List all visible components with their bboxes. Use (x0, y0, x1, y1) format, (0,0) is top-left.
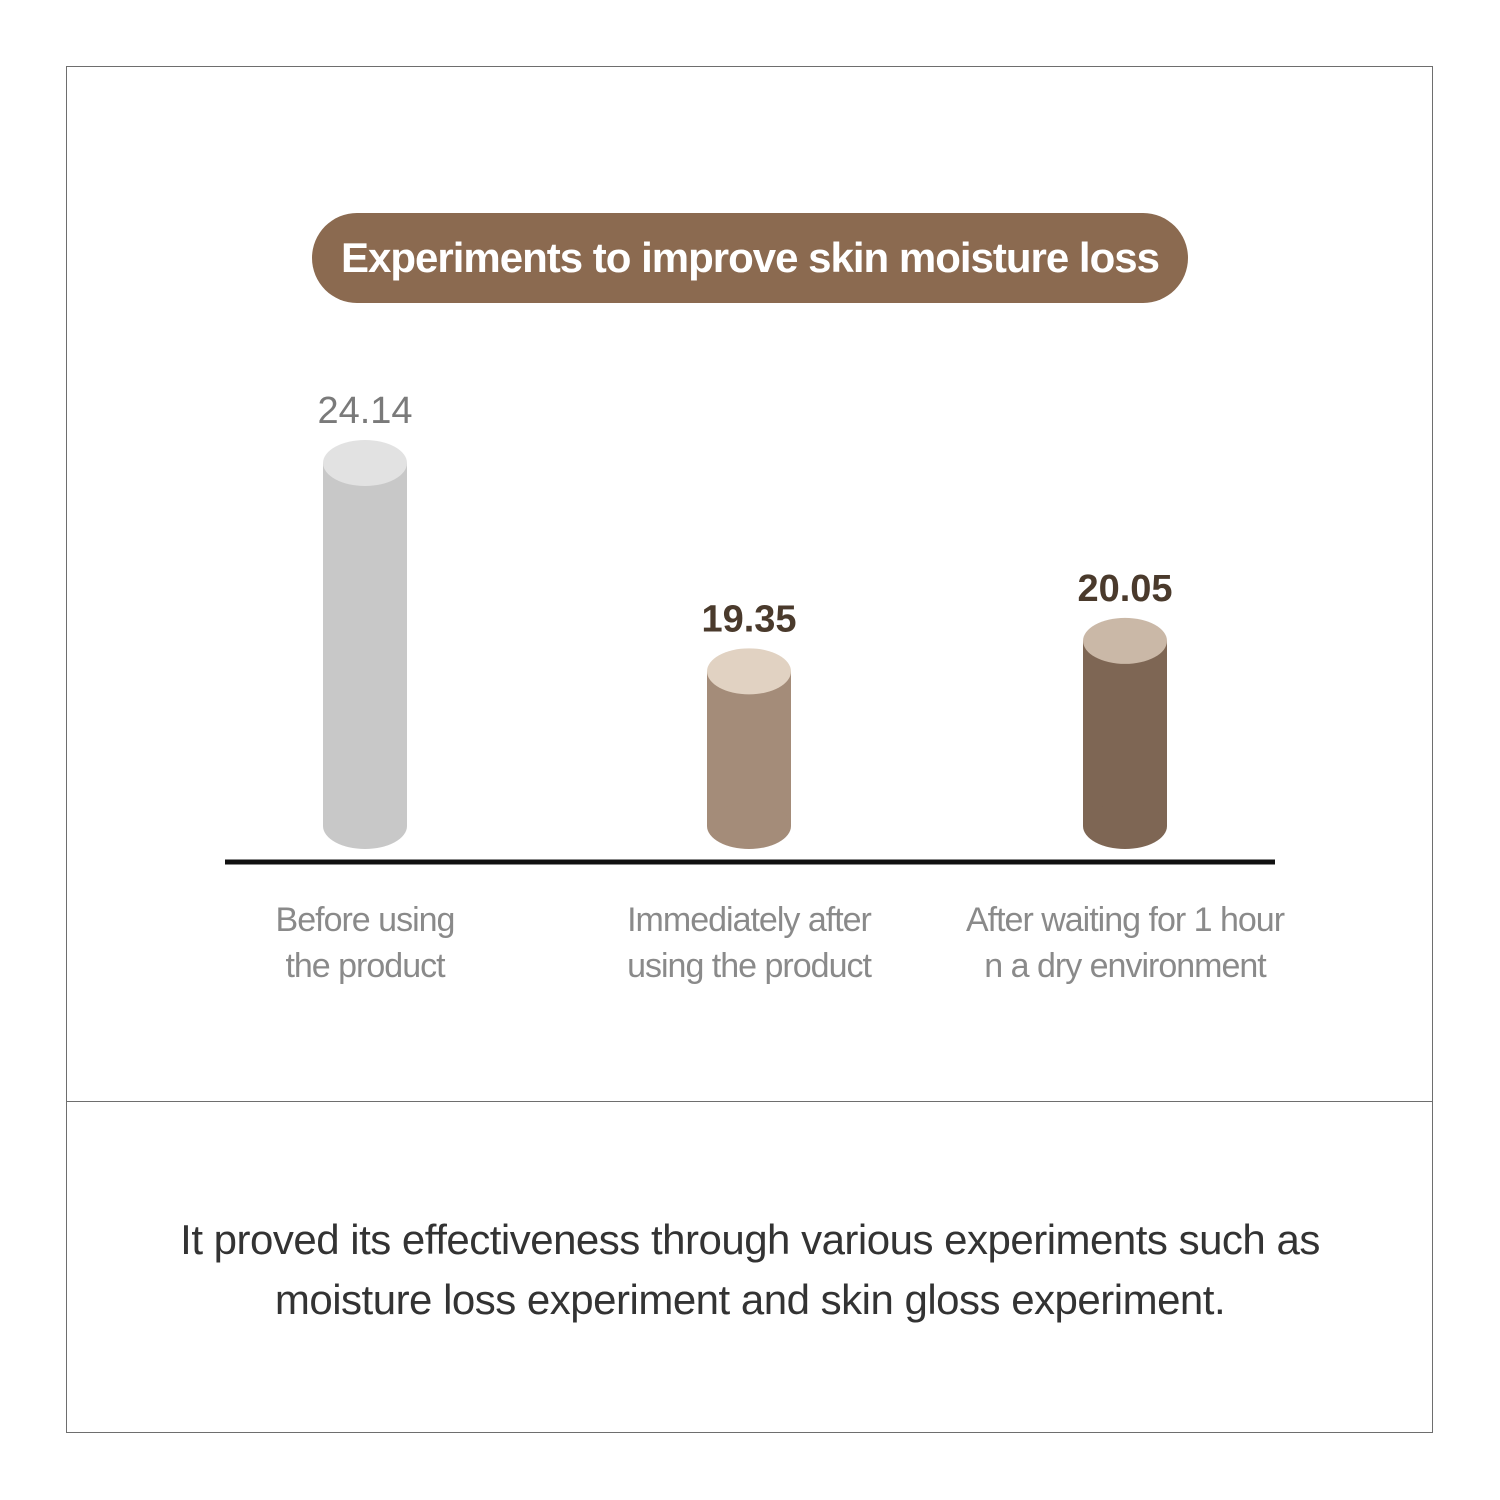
category-label: Immediately after (627, 901, 871, 939)
section-divider (66, 1101, 1433, 1102)
data-label: 19.35 (701, 598, 796, 640)
bar-body (1083, 640, 1167, 826)
bar-bottom-cap (1083, 803, 1167, 849)
content-frame (66, 66, 1433, 1433)
caption-line-2: moisture loss experiment and skin gloss … (274, 1276, 1226, 1323)
bar-3 (1083, 617, 1167, 849)
category-label: Before using (276, 901, 455, 939)
bar-top-cap (323, 440, 407, 486)
data-label: 24.14 (317, 390, 412, 432)
bar-top-cap (1083, 617, 1167, 664)
bar-chart: 24.14 Before using the product 19.35 Immedia… (225, 390, 1286, 985)
bar-1 (323, 440, 407, 849)
bar-bottom-cap (707, 803, 791, 849)
data-label: 20.05 (1077, 568, 1172, 610)
caption-line-1: It proved its effectiveness through vari… (180, 1216, 1320, 1263)
caption: It proved its effectiveness through vari… (100, 1210, 1400, 1330)
category-label: After waiting for 1 hour (966, 901, 1285, 939)
bar-body (323, 463, 407, 826)
bar-top-cap (707, 648, 791, 695)
category-label: using the product (627, 947, 872, 985)
category-label: n a dry environment (984, 947, 1267, 985)
bar-2 (707, 648, 791, 849)
chart-title: Experiments to improve skin moisture los… (312, 213, 1188, 303)
category-label: the product (285, 947, 446, 985)
bar-bottom-cap (323, 803, 407, 849)
bar-body (707, 671, 791, 826)
